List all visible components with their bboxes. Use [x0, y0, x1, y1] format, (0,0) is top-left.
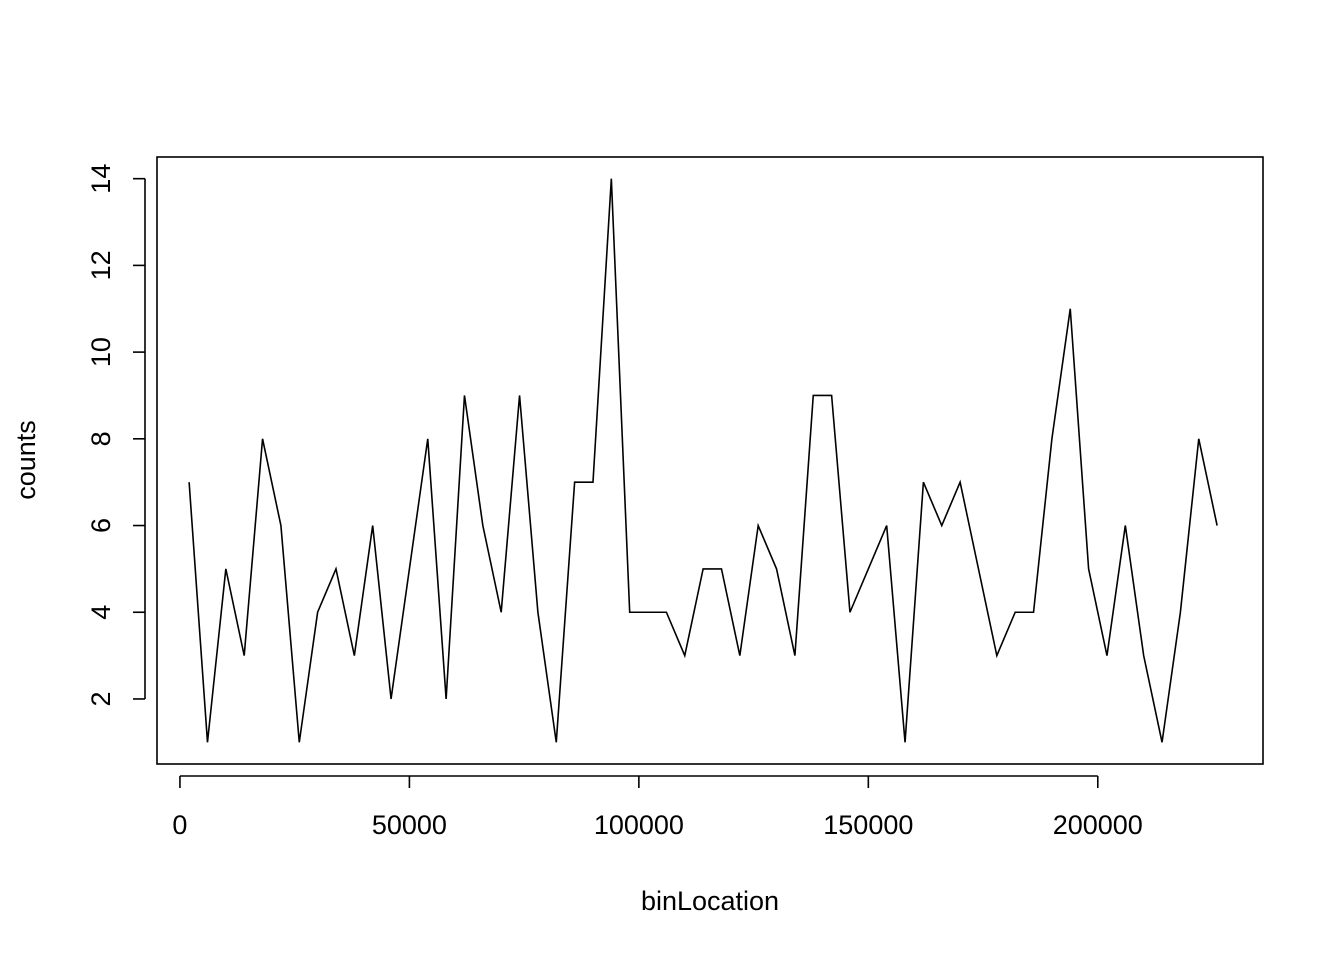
y-axis-title: counts	[11, 420, 41, 500]
x-axis-title: binLocation	[641, 886, 779, 916]
y-tick-label: 12	[86, 250, 116, 280]
x-axis: 0 50000 100000 150000 200000	[172, 775, 1143, 840]
y-tick-label: 4	[86, 605, 116, 620]
y-tick-label: 10	[86, 337, 116, 367]
x-tick-label: 0	[172, 810, 187, 840]
plot-frame	[156, 156, 1264, 765]
y-tick-label: 2	[86, 691, 116, 706]
x-tick-label: 50000	[372, 810, 447, 840]
series-line-counts	[188, 178, 1218, 743]
x-tick-label: 100000	[594, 810, 684, 840]
y-tick-label: 6	[86, 518, 116, 533]
y-tick-label: 8	[86, 431, 116, 446]
y-tick-label: 14	[86, 164, 116, 194]
x-tick-label: 150000	[823, 810, 913, 840]
y-axis: 2 4 6 8 10 12 14	[86, 164, 146, 706]
x-tick-label: 200000	[1053, 810, 1143, 840]
